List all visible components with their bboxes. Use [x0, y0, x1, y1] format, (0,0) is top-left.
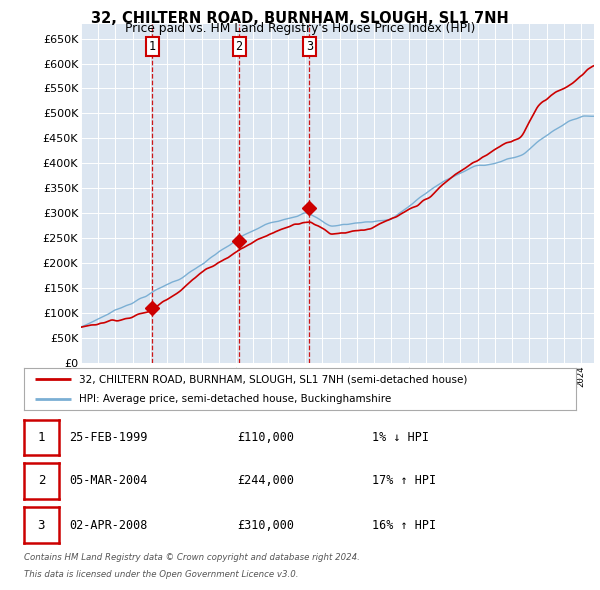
- Text: 3: 3: [306, 40, 313, 53]
- Text: Price paid vs. HM Land Registry's House Price Index (HPI): Price paid vs. HM Land Registry's House …: [125, 22, 475, 35]
- Text: 05-MAR-2004: 05-MAR-2004: [69, 474, 148, 487]
- Text: 32, CHILTERN ROAD, BURNHAM, SLOUGH, SL1 7NH (semi-detached house): 32, CHILTERN ROAD, BURNHAM, SLOUGH, SL1 …: [79, 374, 467, 384]
- Text: 16% ↑ HPI: 16% ↑ HPI: [372, 519, 436, 532]
- Text: £244,000: £244,000: [237, 474, 294, 487]
- Text: 1: 1: [148, 40, 155, 53]
- Text: £110,000: £110,000: [237, 431, 294, 444]
- Text: 2: 2: [236, 40, 242, 53]
- Text: 02-APR-2008: 02-APR-2008: [69, 519, 148, 532]
- Text: 32, CHILTERN ROAD, BURNHAM, SLOUGH, SL1 7NH: 32, CHILTERN ROAD, BURNHAM, SLOUGH, SL1 …: [91, 11, 509, 25]
- Text: 1: 1: [38, 431, 45, 444]
- Text: £310,000: £310,000: [237, 519, 294, 532]
- Text: HPI: Average price, semi-detached house, Buckinghamshire: HPI: Average price, semi-detached house,…: [79, 394, 391, 404]
- Text: This data is licensed under the Open Government Licence v3.0.: This data is licensed under the Open Gov…: [24, 571, 299, 579]
- Text: 1% ↓ HPI: 1% ↓ HPI: [372, 431, 429, 444]
- Text: 3: 3: [38, 519, 45, 532]
- Text: 2: 2: [38, 474, 45, 487]
- Text: 17% ↑ HPI: 17% ↑ HPI: [372, 474, 436, 487]
- Text: 25-FEB-1999: 25-FEB-1999: [69, 431, 148, 444]
- Text: Contains HM Land Registry data © Crown copyright and database right 2024.: Contains HM Land Registry data © Crown c…: [24, 553, 360, 562]
